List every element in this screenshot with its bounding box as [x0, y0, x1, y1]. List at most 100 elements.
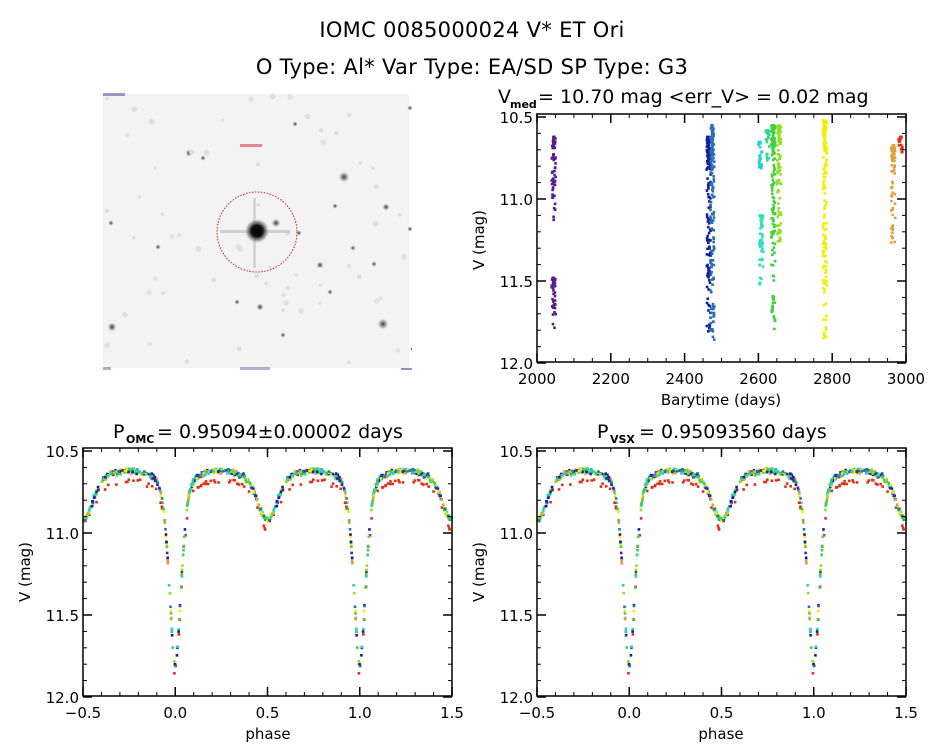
phase-point	[816, 633, 819, 636]
phase-point	[853, 467, 856, 471]
phase-point	[594, 473, 598, 476]
phase-point	[247, 490, 251, 493]
phase-point	[788, 472, 792, 475]
lightcurve-point	[712, 175, 715, 178]
lightcurve-point	[708, 323, 711, 326]
lightcurve-point	[707, 187, 710, 190]
phase-point	[820, 553, 823, 556]
lightcurve-point	[771, 306, 774, 310]
phase-point	[275, 500, 279, 503]
phase-point	[607, 477, 610, 481]
lightcurve-point	[709, 183, 712, 186]
phase-point	[205, 468, 209, 472]
lightcurve-point	[707, 309, 710, 312]
phase-point	[604, 472, 608, 475]
lightcurve-point	[711, 259, 715, 262]
lightcurve-point	[757, 161, 761, 165]
lightcurve-point	[761, 241, 765, 245]
phase-point	[613, 501, 617, 504]
phase-point	[161, 501, 165, 505]
lightcurve-point	[771, 253, 774, 257]
phase-point	[183, 528, 187, 531]
phase-point	[788, 477, 791, 480]
phase-point	[655, 475, 658, 478]
lightcurve-point	[899, 143, 903, 147]
lightcurve-point	[708, 195, 711, 199]
lightcurve-point	[825, 314, 828, 318]
phase-point	[416, 468, 420, 471]
phase-point	[357, 671, 361, 675]
phase-point	[261, 513, 264, 516]
phase-point	[189, 488, 192, 492]
phase-point	[114, 469, 117, 472]
lightcurve-point	[778, 166, 782, 169]
lightcurve-point	[760, 238, 764, 242]
phase-point	[853, 469, 856, 472]
sky-noise	[104, 208, 109, 213]
phase-point	[177, 627, 181, 631]
sky-noise	[320, 139, 327, 145]
phase-point	[270, 513, 274, 517]
phase-point	[402, 472, 405, 475]
phase-point	[83, 516, 86, 520]
lightcurve-point	[709, 203, 712, 207]
phase-point	[352, 584, 355, 587]
phase-point	[185, 517, 189, 520]
lightcurve-point	[707, 182, 710, 185]
phase-point	[418, 470, 422, 473]
phase-point	[613, 492, 617, 495]
phase-point	[575, 469, 578, 472]
background-star	[316, 261, 324, 269]
x-tick-label: −0.5	[65, 704, 101, 722]
phase-point	[581, 469, 585, 472]
lightcurve-point	[705, 253, 709, 256]
phase-point	[856, 472, 859, 475]
phase-point	[731, 496, 734, 500]
lightcurve-point	[767, 135, 770, 139]
lightcurve-point	[770, 186, 774, 189]
x-tick-label: 0.5	[256, 704, 280, 722]
lightcurve-point	[776, 232, 780, 236]
lightcurve-point	[821, 287, 825, 290]
phase-point	[401, 470, 404, 473]
x-tick-label: 2400	[666, 370, 704, 388]
lightcurve-point	[771, 296, 775, 300]
lightcurve-point	[712, 213, 715, 216]
phase-point	[716, 524, 720, 528]
lightcurve-point	[773, 157, 776, 160]
lightcurve-point	[711, 283, 714, 286]
label-bottomleft	[103, 367, 111, 370]
phase-point	[584, 472, 587, 476]
phase-point	[362, 609, 366, 613]
sky-noise	[371, 166, 375, 170]
phase-point	[195, 477, 198, 480]
sky-finding-chart	[103, 93, 412, 370]
phase-point	[277, 496, 280, 500]
lightcurve-point	[707, 241, 710, 245]
phase-point	[549, 489, 553, 492]
phase-point	[701, 490, 705, 493]
lightcurve-point	[824, 227, 828, 231]
phase-point	[623, 605, 626, 609]
lightcurve-point	[706, 234, 710, 238]
phase-point	[645, 480, 649, 484]
phase-point	[107, 475, 110, 478]
lightcurve-point	[776, 169, 779, 173]
lightcurve-point	[710, 265, 713, 269]
phase-point	[825, 500, 828, 503]
phase-point	[776, 470, 780, 473]
lightcurve-point	[551, 322, 555, 326]
lightcurve-point	[709, 229, 712, 232]
lightcurve-point	[779, 231, 782, 234]
lightcurve-point	[761, 235, 764, 239]
phase-point	[870, 468, 874, 471]
phase-point	[712, 505, 715, 509]
phase-point	[805, 561, 808, 565]
lightcurve-point	[891, 143, 895, 159]
phase-point	[187, 493, 191, 496]
background-star	[350, 245, 356, 251]
phase-point	[432, 490, 435, 493]
phase-point	[411, 471, 415, 475]
phase-point	[864, 468, 867, 472]
x-tick-label: 1.0	[348, 704, 372, 722]
